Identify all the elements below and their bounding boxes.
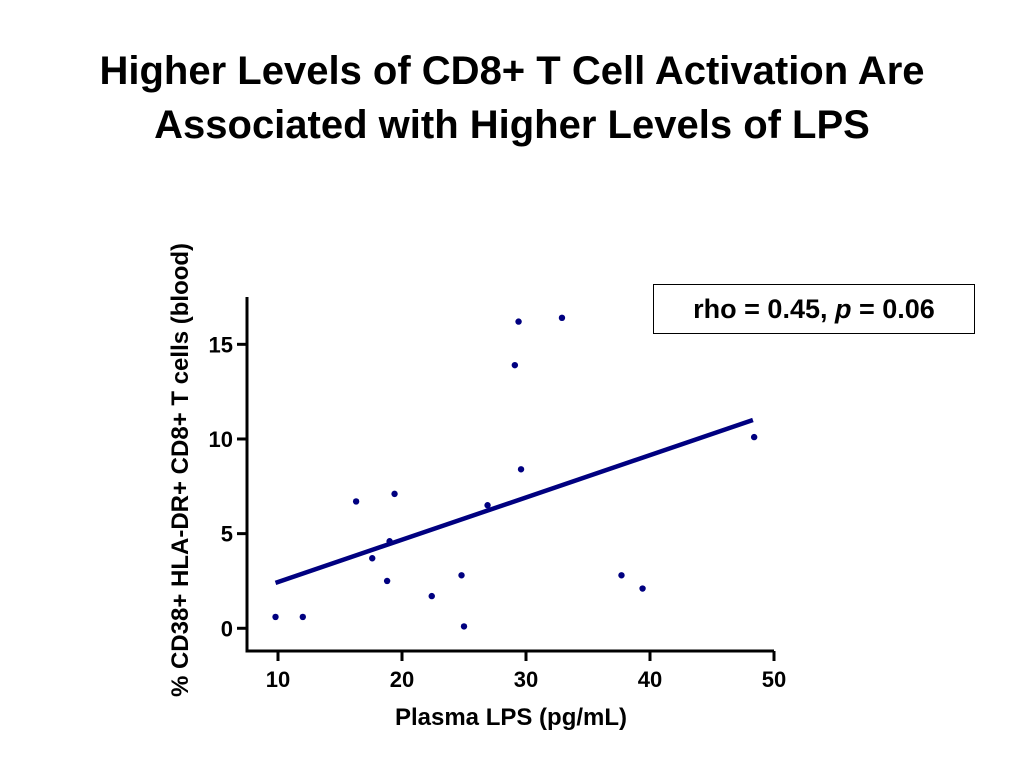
data-points (272, 314, 758, 630)
y-tick-label: 15 (209, 332, 233, 357)
data-point (386, 538, 393, 545)
fit-line-group (274, 417, 754, 585)
data-point (558, 314, 566, 322)
data-point (458, 572, 465, 579)
y-tick-label: 0 (221, 616, 233, 641)
correlation-annotation: rho = 0.45, p = 0.06 (653, 284, 975, 334)
y-axis-title: % CD38+ HLA-DR+ CD8+ T cells (blood) (167, 243, 194, 697)
x-tick-label: 30 (514, 667, 538, 692)
data-point (428, 592, 435, 600)
slide-title-line-2: Associated with Higher Levels of LPS (154, 103, 870, 147)
ticks: 10 20 30 40 50 0 5 10 15 (209, 332, 787, 692)
data-point (383, 577, 391, 585)
slide-title: Higher Levels of CD8+ T Cell Activation … (0, 44, 1024, 152)
data-point (484, 502, 491, 509)
axes (245, 297, 774, 653)
x-tick-label: 40 (638, 667, 662, 692)
x-tick-label: 10 (266, 667, 290, 692)
slide-title-line-1: Higher Levels of CD8+ T Cell Activation … (99, 49, 925, 93)
data-point (391, 490, 398, 498)
annotation-prefix: rho = 0.45, (693, 294, 835, 324)
data-point (511, 361, 519, 369)
data-point (272, 613, 279, 621)
data-point (750, 433, 758, 441)
x-tick-label: 20 (390, 667, 414, 692)
data-point (460, 623, 468, 630)
x-axis-title: Plasma LPS (pg/mL) (395, 704, 627, 731)
data-point (517, 466, 525, 473)
data-point (369, 555, 376, 562)
y-tick-label: 10 (209, 427, 233, 452)
data-point (618, 572, 625, 579)
data-point (352, 498, 360, 505)
annotation-p-symbol: p (835, 294, 852, 324)
y-tick-label: 5 (221, 522, 233, 547)
data-point (299, 613, 306, 621)
x-tick-label: 50 (762, 667, 786, 692)
regression-line (274, 417, 754, 585)
annotation-suffix: = 0.06 (851, 294, 935, 324)
data-point (515, 318, 522, 325)
data-point (639, 585, 646, 592)
